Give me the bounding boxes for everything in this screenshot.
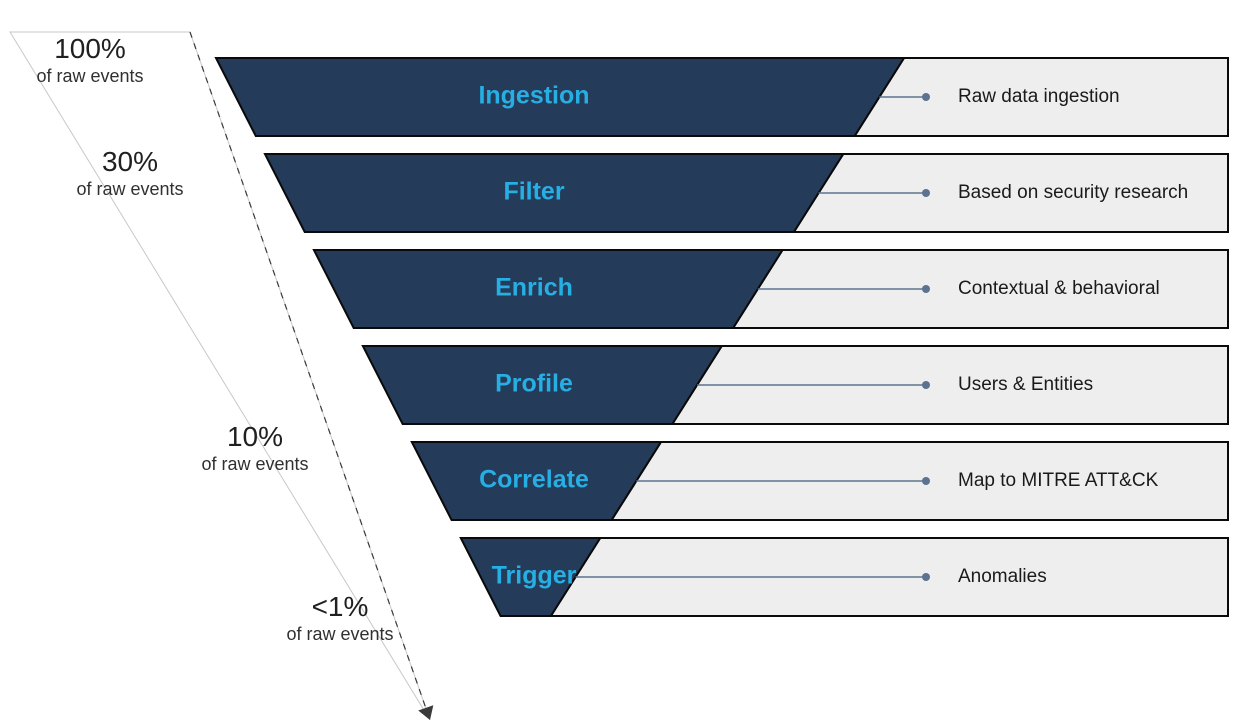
pct-value-2: 10%: [185, 420, 325, 454]
pct-value-1: 30%: [60, 145, 200, 179]
pct-sub-2: of raw events: [185, 454, 325, 476]
stage-label-0: Ingestion: [478, 82, 589, 110]
pct-value-3: <1%: [265, 590, 415, 624]
bullet-2: [922, 285, 930, 293]
pct-value-0: 100%: [20, 32, 160, 66]
pct-sub-3: of raw events: [265, 624, 415, 646]
pct-label-0: 100%of raw events: [20, 32, 160, 87]
pct-sub-0: of raw events: [20, 66, 160, 88]
funnel-svg: Ingestion Raw data ingestion Filter Based o…: [0, 0, 1243, 726]
pct-label-2: 10%of raw events: [185, 420, 325, 475]
stage-desc-1: Based on security research: [958, 182, 1188, 203]
bullet-5: [922, 573, 930, 581]
funnel-diagram: Ingestion Raw data ingestion Filter Based o…: [0, 0, 1243, 726]
bullet-4: [922, 477, 930, 485]
pct-sub-1: of raw events: [60, 179, 200, 201]
stage-label-5: Trigger: [492, 562, 577, 590]
pct-label-1: 30%of raw events: [60, 145, 200, 200]
stage-label-2: Enrich: [495, 274, 573, 302]
pct-label-3: <1%of raw events: [265, 590, 415, 645]
stage-label-1: Filter: [503, 178, 564, 206]
bullet-3: [922, 381, 930, 389]
stage-desc-3: Users & Entities: [958, 374, 1093, 395]
stage-desc-4: Map to MITRE ATT&CK: [958, 470, 1159, 491]
bullet-1: [922, 189, 930, 197]
stage-desc-2: Contextual & behavioral: [958, 278, 1160, 299]
bullet-0: [922, 93, 930, 101]
stage-label-4: Correlate: [479, 466, 589, 494]
stage-label-3: Profile: [495, 370, 573, 398]
stage-desc-5: Anomalies: [958, 566, 1047, 587]
stage-desc-0: Raw data ingestion: [958, 86, 1120, 107]
